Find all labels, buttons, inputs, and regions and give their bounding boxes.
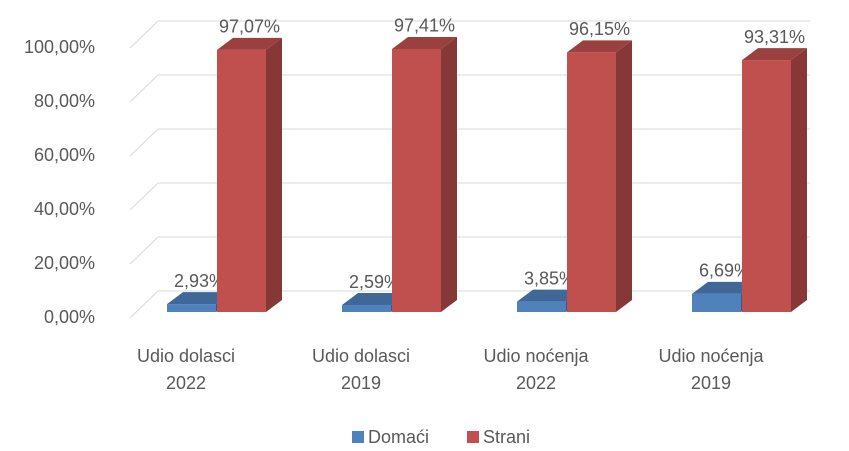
bar-side [616, 40, 632, 313]
bar-top [692, 281, 757, 294]
grid-diagonal [129, 20, 159, 49]
y-tick-label: 40,00% [34, 199, 95, 219]
x-tick-line: 2019 [341, 373, 381, 393]
bar [742, 48, 807, 313]
bar-top [517, 289, 582, 302]
legend-label: Domaći [368, 427, 429, 447]
x-tick-label: Udio noćenja 2022 [483, 346, 589, 393]
x-tick-label: Udio dolasci 2022 [137, 346, 235, 393]
bar [692, 281, 757, 312]
y-tick-label: 80,00% [34, 91, 95, 111]
grid-diagonal [129, 74, 159, 103]
bar-front [742, 60, 791, 312]
legend-swatch [352, 431, 364, 443]
bar-side [791, 48, 807, 313]
x-tick-line: Udio dolasci [137, 346, 235, 366]
bar-front [342, 305, 391, 312]
x-tick-line: Udio noćenja [658, 346, 764, 366]
grid-diagonal [129, 182, 159, 211]
data-label: 6,69% [699, 261, 750, 281]
bar-front [567, 52, 616, 313]
data-label: 93,31% [744, 27, 805, 47]
grid-diagonal [129, 290, 159, 319]
data-label: 96,15% [569, 19, 630, 39]
legend-label: Strani [483, 427, 530, 447]
bar-front [167, 304, 216, 312]
bar-front [692, 293, 741, 312]
bar-side [266, 37, 282, 312]
bar-top [742, 48, 807, 61]
y-tick-label: 100,00% [24, 37, 95, 57]
bar-front [517, 301, 566, 312]
data-label: 3,85% [524, 268, 575, 288]
x-tick-label: Udio noćenja 2019 [658, 346, 764, 393]
data-label: 2,59% [349, 272, 400, 292]
data-label: 97,41% [394, 16, 455, 36]
bar-top [217, 37, 282, 50]
bar [567, 40, 632, 313]
x-tick-line: Udio dolasci [312, 346, 410, 366]
x-tick-line: 2022 [166, 373, 206, 393]
data-label: 97,07% [219, 17, 280, 37]
x-tick-line: 2022 [516, 373, 556, 393]
bar-side [441, 36, 457, 312]
bar [217, 37, 282, 312]
y-tick-label: 60,00% [34, 145, 95, 165]
grid-diagonal [129, 236, 159, 265]
bar-top [167, 292, 232, 305]
bar-top [342, 293, 407, 306]
bar-front [217, 49, 266, 312]
grid-diagonal [129, 128, 159, 157]
bar-top [567, 40, 632, 53]
x-tick-line: Udio noćenja [483, 346, 589, 366]
bar [392, 36, 457, 312]
y-tick-label: 0,00% [44, 307, 95, 327]
bar-top [392, 36, 457, 49]
legend-swatch [467, 431, 480, 443]
y-tick-label: 20,00% [34, 253, 95, 273]
x-tick-label: Udio dolasci 2019 [312, 346, 410, 393]
data-label: 2,93% [174, 271, 225, 291]
x-tick-line: 2019 [691, 373, 731, 393]
bar-front [392, 48, 441, 312]
